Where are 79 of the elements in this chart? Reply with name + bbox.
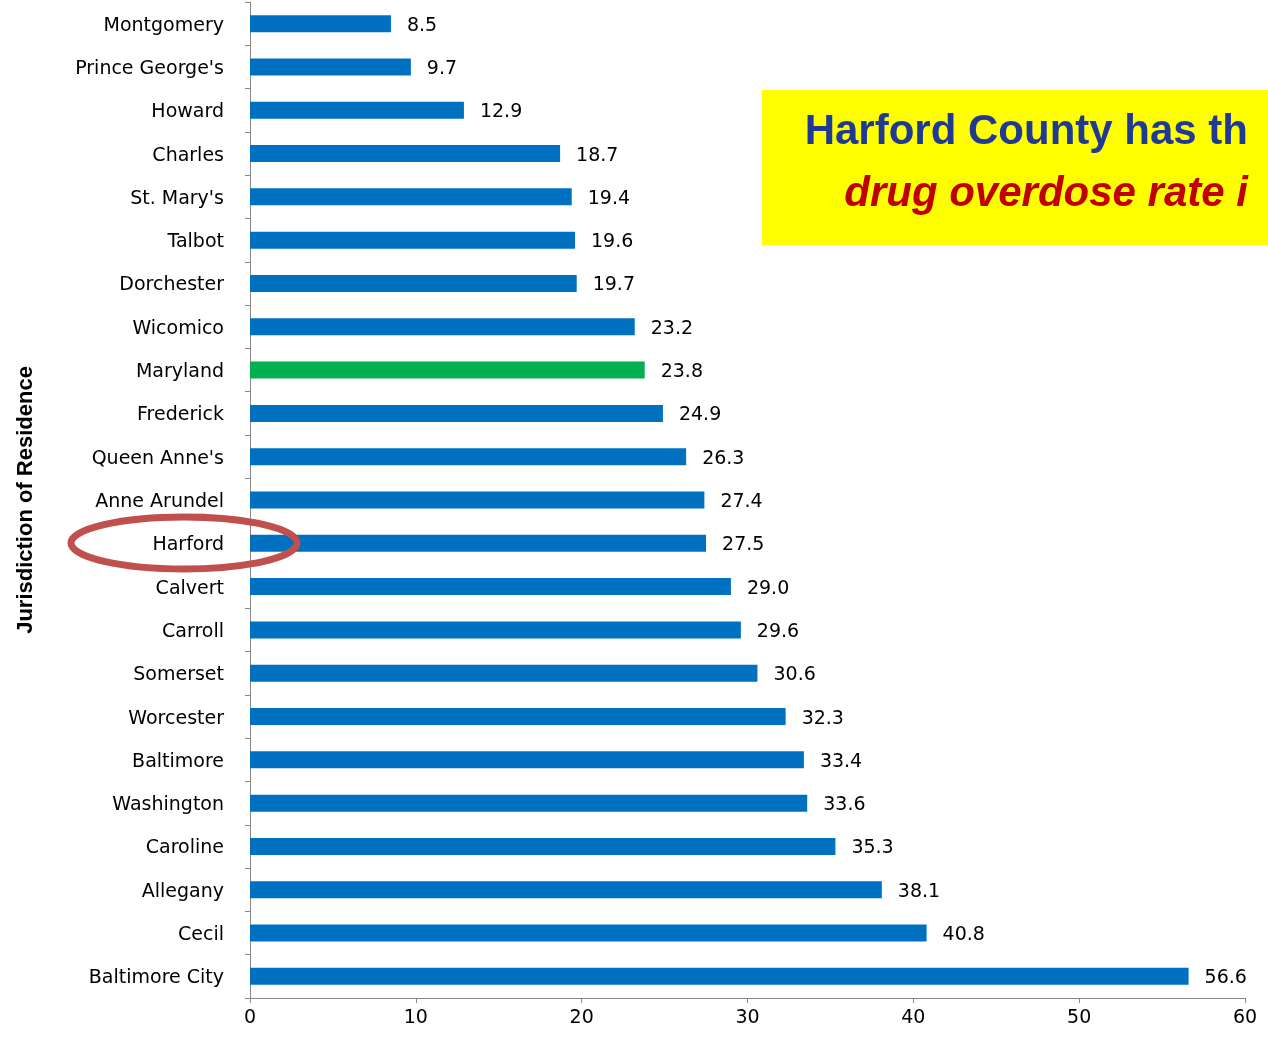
y-tick-label: Montgomery	[103, 12, 224, 35]
y-tick-label: Talbot	[166, 229, 224, 252]
bar	[250, 881, 882, 899]
bar	[250, 361, 645, 379]
y-tick-label: Prince George's	[75, 55, 224, 78]
bar	[250, 491, 705, 509]
data-label: 26.3	[702, 445, 745, 468]
bar	[250, 101, 464, 119]
data-label: 29.0	[746, 575, 790, 598]
y-tick-label: Wicomico	[132, 315, 224, 338]
bar	[250, 274, 577, 292]
bar	[250, 837, 836, 855]
x-tick-label: 60	[1232, 1004, 1258, 1027]
x-tick-label: 0	[243, 1004, 257, 1027]
y-tick-label: Dorchester	[119, 272, 225, 295]
y-tick-label: Caroline	[145, 835, 224, 858]
y-tick-label: Somerset	[133, 662, 224, 685]
y-tick-label: Baltimore	[132, 748, 224, 771]
data-label: 33.6	[823, 792, 866, 815]
bar	[250, 794, 808, 812]
y-axis-title: Jurisdiction of Residence	[11, 366, 37, 634]
bar	[250, 318, 635, 336]
data-label: 12.9	[479, 99, 523, 122]
data-label: 19.4	[587, 185, 631, 208]
y-tick-label: Frederick	[137, 402, 224, 425]
data-label: 30.6	[773, 662, 816, 685]
y-tick-label: Cecil	[178, 922, 224, 945]
y-tick-label: Washington	[112, 792, 224, 815]
x-tick-label: 20	[569, 1004, 594, 1027]
bar	[250, 924, 927, 942]
x-tick-label: 50	[1067, 1004, 1092, 1027]
data-label: 35.3	[851, 835, 894, 858]
bar	[250, 404, 663, 422]
x-tick-label: 40	[901, 1004, 926, 1027]
y-tick-label: Calvert	[155, 575, 224, 598]
annotation: Harford County has th	[804, 105, 1249, 153]
data-label: 19.7	[592, 272, 635, 295]
data-label: 8.5	[406, 12, 438, 35]
data-label: 38.1	[897, 878, 941, 901]
y-tick-label: St. Mary's	[130, 185, 224, 208]
bar	[250, 578, 731, 596]
y-tick-label: Baltimore City	[88, 965, 224, 988]
bar	[250, 967, 1189, 985]
y-tick-label: Allegany	[141, 878, 224, 901]
data-label: 33.4	[819, 748, 863, 771]
data-label: 40.8	[942, 922, 985, 945]
y-tick-label: Howard	[151, 99, 224, 122]
y-tick-label: Harford	[152, 532, 224, 555]
bar	[250, 145, 561, 163]
data-label: 23.8	[660, 359, 703, 382]
y-tick-label: Queen Anne's	[91, 445, 224, 468]
data-label: 32.3	[801, 705, 844, 728]
data-label: 29.6	[756, 618, 800, 641]
bar	[250, 448, 687, 466]
x-tick-label: 30	[735, 1004, 760, 1027]
data-label: 9.7	[426, 55, 458, 78]
bar	[250, 664, 758, 682]
bar	[250, 751, 804, 769]
data-label: 19.6	[591, 229, 634, 252]
bar	[250, 58, 411, 76]
y-tick-label: Maryland	[135, 359, 224, 382]
y-tick-label: Worcester	[128, 705, 225, 728]
x-tick-label: 10	[403, 1004, 428, 1027]
y-tick-label: Anne Arundel	[95, 489, 224, 511]
y-tick-label: Charles	[152, 142, 224, 165]
bar	[250, 231, 576, 249]
data-label: 27.4	[720, 489, 763, 511]
data-label: 18.7	[576, 142, 619, 165]
data-label: 27.5	[722, 532, 765, 555]
bar	[250, 188, 572, 206]
bar	[250, 708, 786, 726]
bar	[250, 621, 741, 639]
data-label: 24.9	[678, 402, 722, 425]
data-label: 56.6	[1204, 965, 1247, 988]
annotation: drug overdose rate i	[844, 167, 1250, 215]
y-tick-label: Carroll	[162, 618, 224, 641]
data-label: 23.2	[650, 315, 694, 338]
bar	[250, 534, 707, 552]
bar	[250, 15, 391, 33]
